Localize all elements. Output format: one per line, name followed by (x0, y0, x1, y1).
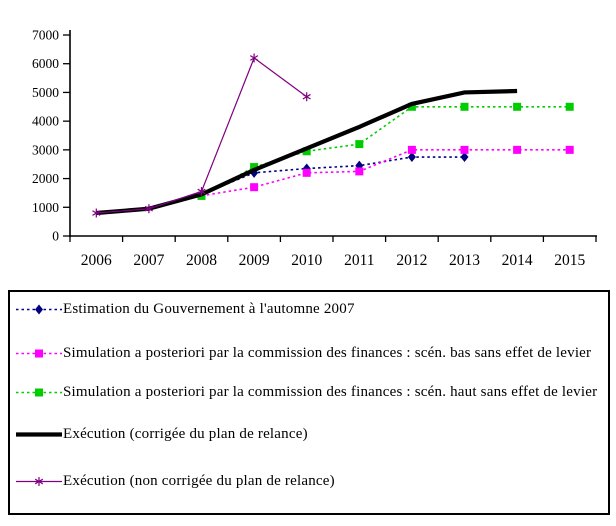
legend-item: Exécution (non corrigée du plan de relan… (14, 472, 606, 492)
x-tick-label: 2015 (554, 252, 585, 269)
legend-sample-scen-haut-icon (16, 388, 62, 397)
legend-label: Exécution (non corrigée du plan de relan… (63, 473, 335, 489)
x-tick-label: 2006 (81, 252, 112, 269)
series-2-marker (407, 102, 416, 111)
y-tick-label: 7000 (32, 28, 59, 43)
series-0-marker (407, 152, 416, 163)
x-tick-label: 2007 (133, 252, 164, 269)
y-tick-label: 2000 (32, 171, 59, 186)
plot-area: 0 1000 2000 3000 4000 5000 6000 7000 2006 2007 200… (32, 28, 597, 269)
series-4-marker (92, 208, 101, 218)
y-tick-label: 1000 (32, 200, 59, 215)
series-2-marker (355, 140, 364, 149)
series-2-marker (513, 102, 522, 111)
legend-item: Simulation a posteriori par la commissio… (14, 383, 606, 403)
series-4-marker (197, 186, 206, 196)
series-1-marker (250, 183, 259, 192)
legend-item: Simulation a posteriori par la commissio… (14, 344, 606, 364)
legend-item: Estimation du Gouvernement à l'automne 2… (14, 300, 606, 320)
x-tick-label: 2009 (239, 252, 270, 269)
y-tick-label: 6000 (32, 56, 59, 71)
legend-item: Exécution (corrigée du plan de relance) (14, 425, 606, 445)
legend-sample-marker (35, 304, 43, 315)
series-1-marker (565, 145, 574, 154)
series-1-marker (513, 145, 522, 154)
series-4-marker (249, 53, 259, 63)
legend-sample-execution-corrigee-icon (16, 432, 62, 437)
y-tick-label: 4000 (32, 114, 59, 129)
legend-sample-marker (35, 349, 43, 358)
legend-label: Simulation a posteriori par la commissio… (63, 345, 592, 361)
legend-label: Estimation du Gouvernement à l'automne 2… (63, 301, 355, 317)
legend-box: Estimation du Gouvernement à l'automne 2… (8, 290, 610, 515)
legend-sample-scen-bas-icon (16, 349, 62, 358)
series-4-marker (144, 204, 154, 214)
series-1-marker (407, 145, 416, 154)
series-2-marker (250, 163, 259, 172)
series-2-marker (565, 102, 574, 111)
legend-label: Simulation a posteriori par la commissio… (63, 384, 598, 400)
series-2-marker (460, 102, 469, 111)
legend-label: Exécution (corrigée du plan de relance) (63, 426, 308, 442)
series-4-marker (302, 92, 311, 102)
legend-sample-marker (34, 477, 44, 486)
series-1-marker (355, 167, 364, 176)
y-tick-label: 3000 (32, 142, 59, 157)
y-tick-label: 0 (52, 229, 59, 244)
series-line-3 (96, 88, 518, 216)
legend-sample-estimation-icon (16, 304, 62, 315)
chart-svg: 0 1000 2000 3000 4000 5000 6000 7000 2006 2007 200… (32, 28, 597, 269)
series-2-marker (302, 147, 311, 156)
series-1-marker (460, 145, 469, 154)
x-tick-label: 2008 (186, 252, 217, 269)
x-tick-label: 2013 (449, 252, 480, 269)
legend-sample-execution-non-corrigee-icon (16, 477, 62, 486)
x-tick-label: 2014 (502, 252, 533, 269)
x-tick-label: 2010 (291, 252, 322, 269)
series-line-2 (201, 105, 570, 197)
series-1-marker (302, 168, 311, 177)
x-tick-label: 2012 (396, 252, 427, 269)
legend-sample-marker (35, 388, 43, 397)
series-line-1 (201, 149, 570, 197)
x-tick-label: 2011 (344, 252, 374, 269)
y-tick-label: 5000 (32, 85, 59, 100)
series-0-marker (460, 152, 469, 163)
